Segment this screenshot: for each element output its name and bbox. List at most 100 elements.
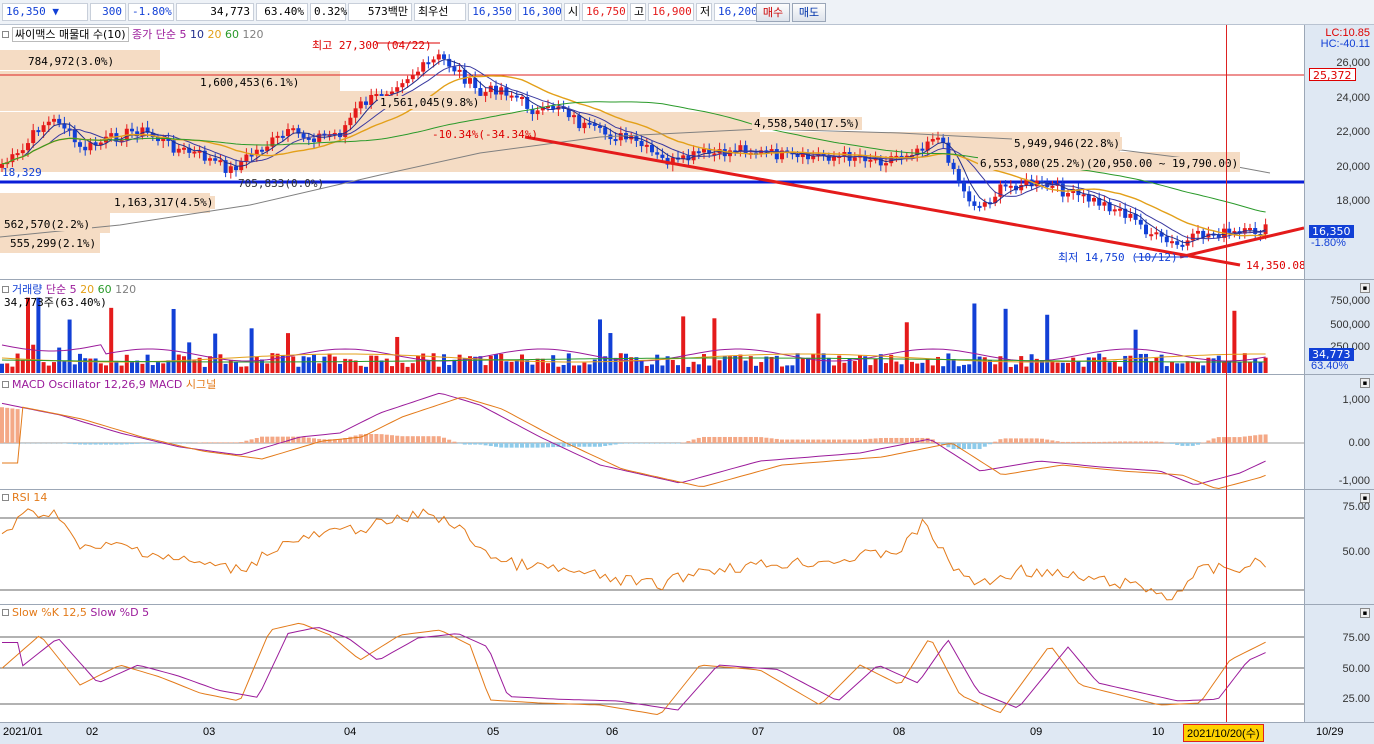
- macd-oscillator-bar: [811, 439, 816, 443]
- macd-oscillator-bar: [260, 436, 264, 443]
- macd-oscillator-bar: [145, 443, 150, 444]
- buy-button[interactable]: 매수: [756, 3, 790, 22]
- volume-bar: [868, 365, 873, 373]
- macd-oscillator-bar: [1076, 441, 1081, 443]
- candle: [920, 148, 925, 151]
- macd-oscillator-bar: [249, 439, 254, 443]
- candle: [1112, 209, 1117, 212]
- macd-oscillator-bar: [239, 442, 244, 443]
- volume-bar: [1196, 362, 1200, 373]
- stochastic-pane[interactable]: Slow %K 12,5 Slow %D 5: [0, 605, 1304, 722]
- macd-oscillator-bar: [1133, 441, 1138, 443]
- volume-bar: [1258, 362, 1263, 373]
- volume-chart-canvas[interactable]: [0, 280, 1304, 375]
- macd-oscillator-bar: [1180, 443, 1185, 446]
- macd-oscillator-bar: [478, 443, 483, 445]
- sell-button[interactable]: 매도: [792, 3, 826, 22]
- candle: [1154, 232, 1159, 235]
- candle: [390, 91, 394, 95]
- volume-axis[interactable]: ▪ 750,000 500,000 250,000 34,773 63.40%: [1304, 280, 1374, 375]
- volume-bar: [800, 358, 805, 373]
- macd-pane[interactable]: MACD Oscillator 12,26,9 MACD 시그널: [0, 375, 1304, 490]
- macd-oscillator-bar: [1258, 434, 1263, 443]
- macd-oscillator-bar: [379, 434, 384, 443]
- macd-oscillator-bar: [639, 443, 644, 444]
- macd-oscillator-bar: [624, 443, 628, 444]
- ma10-line: [1, 64, 1266, 240]
- macd-oscillator-bar: [790, 439, 795, 443]
- candle: [1019, 185, 1024, 191]
- macd-oscillator-bar: [998, 439, 1003, 443]
- expand-icon[interactable]: ▪: [1360, 283, 1370, 293]
- volume-chart-pane[interactable]: 거래량 단순 5 20 60 120 34,773주(63.40%): [0, 280, 1304, 375]
- volume-bar: [244, 366, 249, 373]
- volume-bar: [910, 361, 914, 373]
- volume-bar: [104, 365, 108, 373]
- macd-oscillator-bar: [1263, 434, 1268, 443]
- expand-icon[interactable]: ▪: [1360, 608, 1370, 618]
- rsi-pane[interactable]: RSI 14: [0, 490, 1304, 605]
- macd-axis[interactable]: ▪ 1,000 0.00 -1,000: [1304, 375, 1374, 490]
- pane-toggle-icon[interactable]: [2, 494, 9, 501]
- candle: [249, 154, 254, 157]
- stochastic-axis[interactable]: ▪ 75.00 50.00 25.00: [1304, 605, 1374, 722]
- rsi-canvas[interactable]: [0, 490, 1304, 605]
- macd-oscillator-bar: [514, 443, 519, 448]
- macd-oscillator-bar: [244, 440, 249, 443]
- candle: [301, 133, 306, 138]
- pane-toggle-icon[interactable]: [2, 286, 9, 293]
- candle: [52, 118, 56, 122]
- date-tick: 06: [606, 726, 619, 738]
- macd-oscillator-bar: [1175, 443, 1180, 445]
- macd-oscillator-bar: [374, 434, 379, 443]
- candle: [1159, 232, 1164, 237]
- macd-oscillator-bar: [218, 442, 223, 443]
- volume-bar: [1092, 357, 1096, 373]
- candle: [686, 155, 691, 161]
- volume-bar: [301, 356, 306, 373]
- volume-bar: [130, 361, 134, 373]
- volume-subtitle: 34,773주(63.40%): [4, 296, 107, 309]
- volume-bar: [556, 366, 561, 373]
- volume-bar: [78, 353, 82, 373]
- macd-oscillator-bar: [1024, 438, 1029, 443]
- macd-oscillator-bar: [1071, 441, 1076, 443]
- pane-toggle-icon[interactable]: [2, 31, 9, 38]
- price-chart-pane[interactable]: 싸이맥스 매물대 수(10) 종가 단순 5 10 20 60 120 784,…: [0, 25, 1304, 280]
- macd-oscillator-bar: [634, 443, 639, 444]
- macd-oscillator-bar: [1045, 439, 1050, 443]
- stochastic-canvas[interactable]: [0, 605, 1304, 722]
- volume-bar: [650, 364, 654, 373]
- candle: [260, 149, 264, 152]
- volume-bar: [161, 363, 166, 373]
- macd-canvas[interactable]: [0, 375, 1304, 490]
- candle: [540, 107, 545, 111]
- volume-ma60: [1, 357, 1266, 363]
- candle: [972, 201, 977, 206]
- macd-oscillator-bar: [587, 443, 592, 447]
- price-change-pct: -1.80%: [128, 3, 174, 21]
- macd-oscillator-bar: [598, 443, 602, 447]
- rsi-axis[interactable]: ▪ 75.00 50.00: [1304, 490, 1374, 605]
- candle: [332, 132, 337, 135]
- macd-oscillator-bar: [826, 439, 831, 443]
- volume-bar: [140, 363, 145, 373]
- price-chart-canvas[interactable]: [0, 25, 1304, 280]
- candle: [98, 142, 103, 146]
- price-axis[interactable]: LC:10.85 HC:-40.11 26,000 25,372 24,000 …: [1304, 25, 1374, 280]
- candle: [530, 108, 535, 115]
- expand-icon[interactable]: ▪: [1360, 378, 1370, 388]
- volume-bar: [1055, 362, 1060, 373]
- date-axis[interactable]: 2021/01 02 03 04 05 06 07 08 09 10 10/29…: [0, 722, 1374, 744]
- pane-toggle-icon[interactable]: [2, 381, 9, 388]
- macd-oscillator-bar: [317, 438, 322, 443]
- candle: [306, 137, 311, 140]
- expand-icon[interactable]: ▪: [1360, 493, 1370, 503]
- macd-oscillator-bar: [426, 436, 431, 443]
- macd-oscillator-bar: [98, 443, 103, 445]
- volume-bar: [1071, 357, 1076, 373]
- pane-toggle-icon[interactable]: [2, 609, 9, 616]
- volume-bar: [551, 355, 556, 373]
- candle: [1086, 194, 1091, 202]
